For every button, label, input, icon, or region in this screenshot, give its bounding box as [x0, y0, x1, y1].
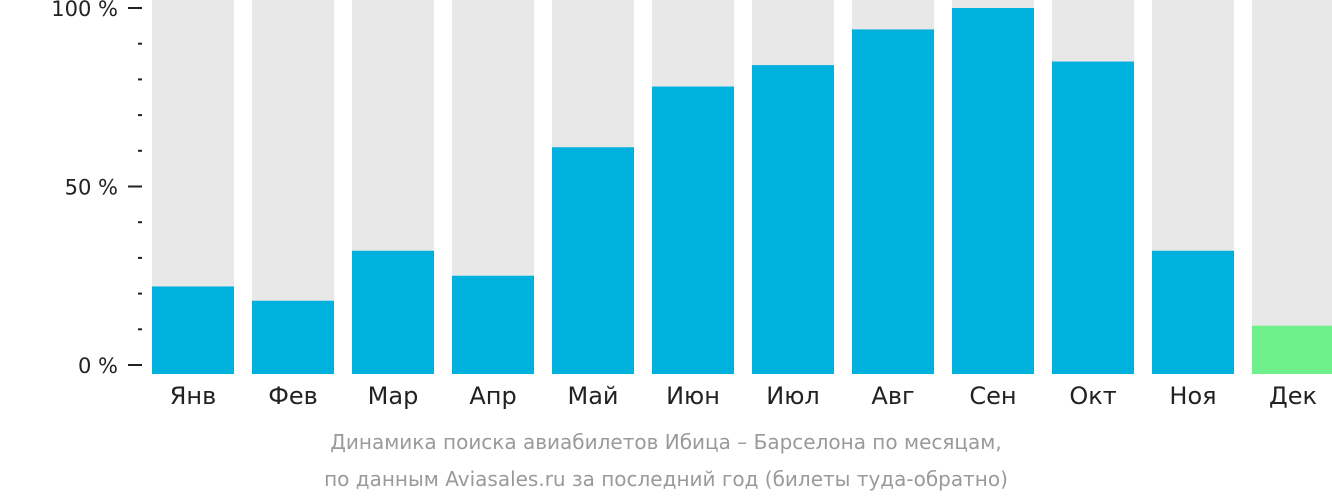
y-axis: 0 % 50 % 100 % [51, 0, 142, 378]
x-tick-label: Июл [766, 382, 820, 410]
bars [152, 0, 1332, 375]
x-tick-label: Янв [170, 382, 217, 410]
x-tick-label: Апр [469, 382, 516, 410]
y-tick-label: 100 % [51, 0, 118, 21]
chart-caption-line-2: по данным Aviasales.ru за последний год … [324, 467, 1008, 491]
x-tick-label: Май [567, 382, 618, 410]
bar [1052, 61, 1134, 375]
bar [252, 300, 334, 374]
bar [552, 147, 634, 374]
bar [952, 8, 1034, 374]
bar [852, 29, 934, 374]
bar [752, 65, 834, 375]
y-tick-label: 50 % [65, 176, 118, 200]
bar [352, 250, 434, 374]
bar [152, 286, 234, 374]
x-tick-label: Мар [368, 382, 419, 410]
x-tick-label: Окт [1069, 382, 1116, 410]
x-tick-label: Ноя [1169, 382, 1216, 410]
x-tick-label: Дек [1269, 382, 1317, 410]
bar [1252, 325, 1332, 374]
x-tick-label: Июн [666, 382, 720, 410]
bar-track [1252, 0, 1332, 374]
x-axis-labels: Янв Фев Мар Апр Май Июн Июл Авг Сен Окт Ноя Дек [170, 382, 1317, 410]
x-tick-label: Авг [871, 382, 914, 410]
chart-caption-line-1: Динамика поиска авиабилетов Ибица – Барс… [330, 430, 1002, 454]
y-tick-label: 0 % [78, 354, 118, 378]
x-tick-label: Фев [268, 382, 318, 410]
bar [452, 275, 534, 374]
x-tick-label: Сен [969, 382, 1016, 410]
bar [1152, 250, 1234, 374]
bar [652, 86, 734, 374]
